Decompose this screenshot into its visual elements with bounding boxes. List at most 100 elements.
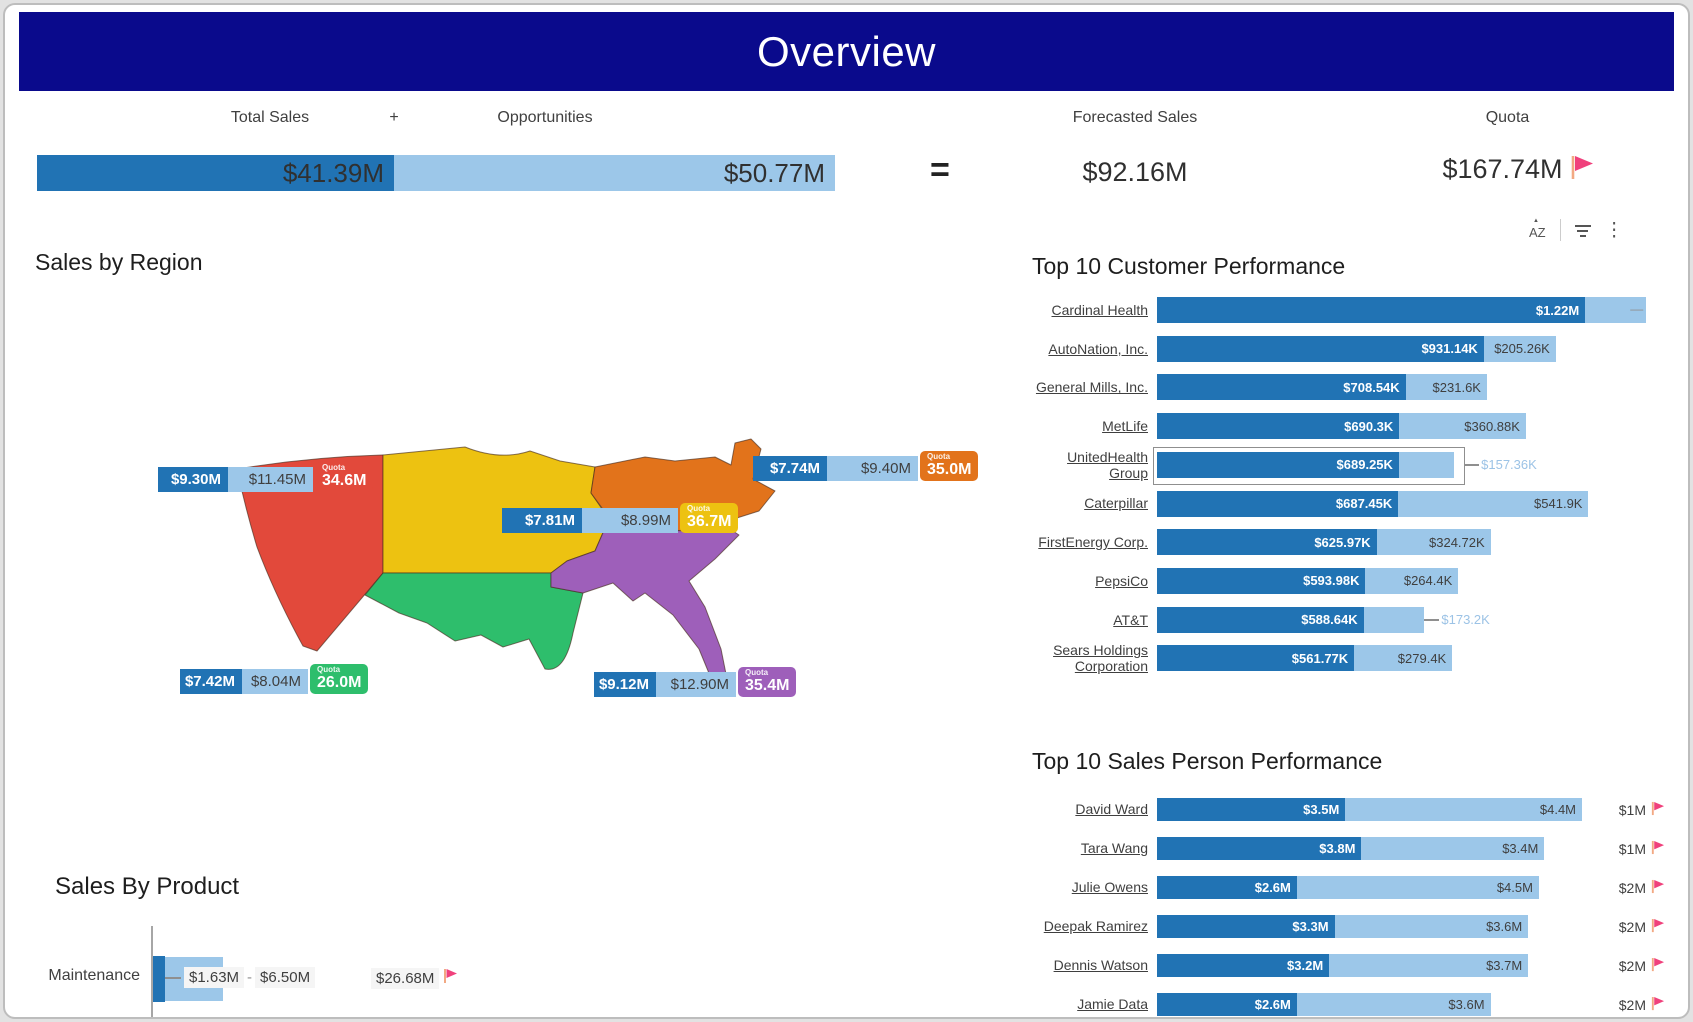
region-callout-west: $9.30M $11.45M Quota 34.6M — [158, 462, 374, 492]
product-value-labels: $1.63M - $6.50M — [165, 967, 316, 988]
total-sales-bar[interactable]: $41.39M — [37, 155, 394, 191]
region-sales-bar[interactable]: $7.42M — [180, 669, 242, 694]
sales-bar[interactable]: $708.54K — [1157, 374, 1406, 401]
region-quota-chip: Quota 35.4M — [738, 667, 797, 697]
bullet-bars: $593.98K $264.4K — [1157, 567, 1459, 594]
salesperson-link[interactable]: Deepak Ramirez — [1043, 918, 1148, 935]
salesperson-link[interactable]: Julie Owens — [1071, 879, 1148, 896]
total-sales-value: $41.39M — [282, 157, 384, 188]
sales-bar[interactable]: $3.5M — [1157, 798, 1346, 821]
customer-link[interactable]: Caterpillar — [1084, 495, 1148, 512]
opportunity-bar[interactable]: $279.4K — [1354, 645, 1453, 672]
opportunity-bar[interactable]: $3.6M — [1334, 915, 1529, 938]
sales-bar[interactable]: $687.45K — [1157, 490, 1399, 517]
region-opportunity-bar[interactable]: $12.90M — [656, 672, 736, 697]
bullet-bars: $687.45K $541.9K — [1157, 490, 1589, 517]
sales-bar[interactable]: $1.22M — [1157, 297, 1586, 323]
opportunity-bar[interactable]: $324.72K — [1376, 529, 1491, 556]
customer-link[interactable]: General Mills, Inc. — [1035, 379, 1148, 396]
region-quota-chip: Quota 26.0M — [310, 664, 369, 694]
salesperson-link[interactable]: Dennis Watson — [1053, 957, 1148, 974]
sales-bar[interactable]: $2.6M — [1157, 876, 1297, 899]
opportunity-bar[interactable]: — — [1585, 297, 1647, 323]
region-sales-bar[interactable]: $9.30M — [158, 467, 228, 492]
product-sales-bar[interactable] — [153, 956, 165, 1002]
customer-link[interactable]: Sears Holdings Corporation — [1053, 642, 1148, 675]
opportunities-label: Opportunities — [497, 109, 593, 126]
opportunity-bar[interactable]: $3.6M — [1296, 993, 1491, 1016]
product-quota-value: $26.68M — [371, 968, 440, 989]
callout-line — [1424, 618, 1440, 621]
region-opportunity-bar[interactable]: $8.04M — [242, 669, 308, 694]
opportunity-bar[interactable]: $264.4K — [1365, 567, 1459, 594]
map-region-southwest[interactable] — [364, 572, 584, 670]
map-region-west[interactable] — [236, 454, 384, 652]
sales-bar[interactable]: $3.3M — [1157, 915, 1335, 938]
region-opportunity-bar[interactable]: $11.45M — [228, 467, 313, 492]
customer-link[interactable]: AT&T — [1113, 611, 1148, 628]
customer-link[interactable]: AutoNation, Inc. — [1048, 340, 1148, 357]
opportunity-bar[interactable]: $541.9K — [1398, 490, 1589, 517]
customer-row: Cardinal Health $1.22M — — [960, 297, 1688, 323]
more-options-icon[interactable]: ⋮ — [1604, 219, 1624, 241]
salesperson-row: Dennis Watson $3.2M $3.7M — [960, 954, 1688, 977]
customer-link[interactable]: FirstEnergy Corp. — [1038, 534, 1148, 551]
region-quota-chip: Quota 35.0M — [920, 451, 979, 481]
sort-az-icon[interactable]: ▲ AZ — [1529, 217, 1546, 240]
salesperson-link[interactable]: Jamie Data — [1077, 996, 1148, 1013]
opportunity-bar[interactable]: $4.5M — [1296, 876, 1539, 899]
bullet-bars: $708.54K $231.6K — [1157, 374, 1487, 401]
quota-flag-icon — [1650, 995, 1665, 1015]
opportunity-outside-value: $173.2K — [1441, 612, 1490, 628]
quota-flag-icon — [1650, 800, 1665, 820]
quota-flag-label: $1M — [1535, 837, 1665, 860]
region-sales-bar[interactable]: $9.12M — [594, 672, 656, 697]
sales-bar[interactable]: $593.98K — [1157, 567, 1366, 594]
opportunity-bar[interactable]: $4.4M — [1345, 798, 1583, 821]
plus-sign: + — [389, 109, 399, 126]
opportunity-bar[interactable]: $231.6K — [1405, 374, 1487, 401]
opportunity-bar[interactable]: $3.7M — [1329, 954, 1529, 977]
quota-value: $167.74M — [1442, 154, 1563, 184]
quota-flag-icon — [1650, 917, 1665, 937]
bullet-bars: $3.3M $3.6M — [1157, 915, 1529, 938]
opportunity-bar[interactable] — [1398, 451, 1455, 478]
sales-bar[interactable]: $625.97K — [1157, 529, 1377, 556]
opportunity-bar[interactable]: $360.88K — [1399, 413, 1526, 440]
bullet-bars: $3.8M $3.4M — [1157, 837, 1545, 860]
quota-flag-icon — [1569, 153, 1594, 186]
region-sales-bar[interactable]: $7.81M — [502, 508, 582, 533]
sales-bar[interactable]: $689.25K — [1157, 451, 1399, 478]
bullet-bars: $3.5M $4.4M — [1157, 798, 1583, 821]
sales-bar[interactable]: $3.8M — [1157, 837, 1362, 860]
opportunity-bar[interactable] — [1363, 606, 1425, 633]
sales-bar[interactable]: $690.3K — [1157, 413, 1400, 440]
sales-bar[interactable]: $561.77K — [1157, 645, 1355, 672]
customer-row: MetLife $690.3K $360.88K — [960, 413, 1688, 440]
opportunities-bar[interactable]: $50.77M — [394, 155, 835, 191]
bullet-bars: $561.77K $279.4K — [1157, 645, 1453, 672]
region-quota-chip: Quota 34.6M — [315, 462, 374, 492]
sales-bar[interactable]: $3.2M — [1157, 954, 1330, 977]
salesperson-link[interactable]: Tara Wang — [1080, 840, 1148, 857]
opportunity-bar[interactable]: $205.26K — [1483, 335, 1556, 362]
sales-by-region-title: Sales by Region — [35, 249, 203, 275]
target-dash-marker: — — [1630, 301, 1644, 317]
sales-bar[interactable]: $931.14K — [1157, 335, 1484, 362]
sales-bar[interactable]: $588.64K — [1157, 606, 1364, 633]
salesperson-link[interactable]: David Ward — [1075, 801, 1148, 818]
region-opportunity-bar[interactable]: $9.40M — [827, 456, 918, 481]
region-sales-bar[interactable]: $7.74M — [753, 456, 827, 481]
sales-bar[interactable]: $2.6M — [1157, 993, 1297, 1016]
customer-link[interactable]: PepsiCo — [1095, 572, 1148, 589]
customer-link[interactable]: UnitedHealth Group — [1067, 448, 1148, 481]
filter-icon[interactable] — [1574, 223, 1591, 237]
region-quota-chip: Quota 36.7M — [680, 503, 739, 533]
opportunity-bar[interactable]: $3.4M — [1361, 837, 1545, 860]
customer-link[interactable]: Cardinal Health — [1051, 301, 1149, 318]
customer-link[interactable]: MetLife — [1102, 418, 1148, 435]
quota-flag-icon — [1650, 839, 1665, 859]
product-category-label: Maintenance — [48, 967, 140, 984]
region-opportunity-bar[interactable]: $8.99M — [582, 508, 678, 533]
